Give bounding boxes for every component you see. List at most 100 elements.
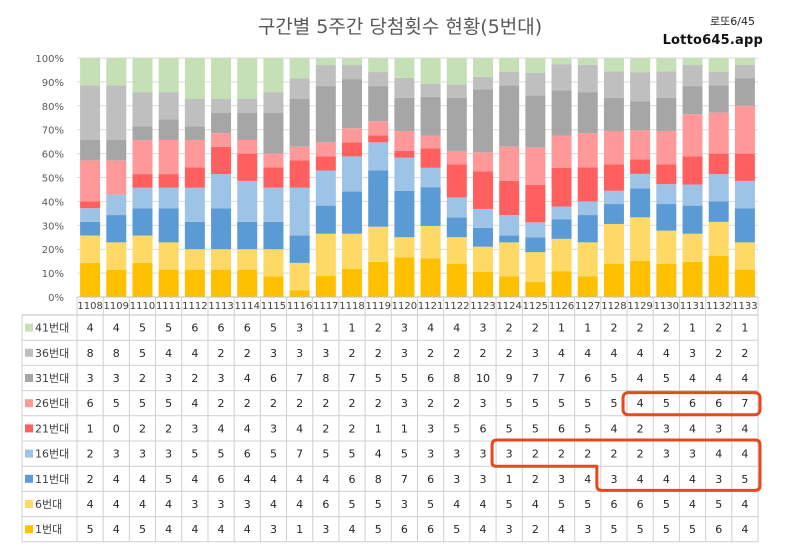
table-cell-value: 2 <box>453 397 460 410</box>
bar-segment <box>263 92 284 113</box>
bar-segment <box>708 153 729 175</box>
table-cell-value: 6 <box>427 523 434 536</box>
x-tick-label: 1118 <box>339 301 364 312</box>
bar-segment <box>394 190 415 238</box>
table-cell-value: 8 <box>453 372 460 385</box>
bar-segment <box>734 58 755 65</box>
bar-segment <box>289 187 310 236</box>
bar-segment <box>630 260 651 297</box>
bar-segment <box>237 221 258 250</box>
bar-segment <box>656 230 677 264</box>
table-cell-value: 4 <box>558 347 565 360</box>
table-cell-value: 6 <box>218 322 225 335</box>
table-cell-value: 4 <box>610 422 617 435</box>
bar-segment <box>263 167 284 188</box>
table-cell-value: 6 <box>322 498 329 511</box>
table-cell-value: 4 <box>296 422 303 435</box>
table-cell-value: 4 <box>87 322 94 335</box>
bar-segment <box>158 187 179 209</box>
bar-segment <box>132 139 153 175</box>
table-cell-value: 4 <box>165 498 172 511</box>
table-cell-value: 3 <box>165 448 172 461</box>
table-cell-value: 4 <box>113 473 120 486</box>
bar-segment <box>499 71 520 86</box>
bar-segment <box>106 58 127 86</box>
bar-segment <box>368 72 389 87</box>
table-cell-value: 6 <box>584 372 591 385</box>
table-cell-value: 4 <box>741 523 748 536</box>
bar-segment <box>630 101 651 131</box>
bar-segment <box>708 112 729 154</box>
bar-segment <box>499 235 520 243</box>
y-tick-label: 60% <box>42 150 64 161</box>
bar-segment <box>656 131 677 165</box>
bar-segment <box>603 204 624 224</box>
table-cell-value: 4 <box>584 473 591 486</box>
bar-segment <box>80 262 101 297</box>
table-cell-value: 3 <box>244 498 251 511</box>
bar-segment <box>368 170 389 227</box>
x-tick-label: 1111 <box>156 301 181 312</box>
bar-segment <box>734 105 755 154</box>
table-cell-value: 6 <box>244 448 251 461</box>
table-cell-value: 4 <box>715 448 722 461</box>
bar-segment <box>158 174 179 188</box>
table-cell-value: 5 <box>506 397 513 410</box>
bar-segment <box>603 58 624 72</box>
bar-segment <box>446 84 467 98</box>
table-cell-value: 4 <box>427 322 434 335</box>
bar-segment <box>420 148 441 168</box>
table-cell-value: 5 <box>349 498 356 511</box>
bar-segment <box>420 58 441 84</box>
bar-segment <box>525 72 546 96</box>
table-cell-value: 5 <box>401 372 408 385</box>
table-cell-value: 3 <box>506 448 513 461</box>
table-cell-value: 5 <box>663 397 670 410</box>
bar-segment <box>734 180 755 209</box>
table-cell-value: 3 <box>663 448 670 461</box>
y-tick-label: 50% <box>42 174 64 185</box>
bar-segment <box>237 269 258 297</box>
bar-segment <box>472 76 493 90</box>
bar-segment <box>184 98 205 127</box>
bar-segment <box>342 79 363 129</box>
table-cell-value: 2 <box>349 422 356 435</box>
bar-segment <box>551 167 572 207</box>
table-cell-value: 7 <box>532 372 539 385</box>
table-cell-value: 4 <box>558 523 565 536</box>
table-cell-value: 5 <box>322 448 329 461</box>
table-cell-value: 2 <box>270 397 277 410</box>
bar-segment <box>551 58 572 65</box>
table-cell-value: 3 <box>532 347 539 360</box>
x-tick-label: 1131 <box>680 301 705 312</box>
table-cell-value: 5 <box>610 372 617 385</box>
table-cell-value: 5 <box>584 397 591 410</box>
table-cell-value: 3 <box>453 448 460 461</box>
bar-segment <box>734 242 755 270</box>
bar-segment <box>315 156 336 171</box>
y-tick-label: 0% <box>48 293 64 304</box>
bar-segment <box>211 208 232 250</box>
table-cell-value: 4 <box>191 347 198 360</box>
table-cell-value: 3 <box>113 372 120 385</box>
bar-segment <box>656 263 677 297</box>
bar-segment <box>263 187 284 222</box>
bar-segment <box>603 164 624 191</box>
table-cell-value: 5 <box>532 422 539 435</box>
bar-segment <box>472 227 493 247</box>
bar-segment <box>315 58 336 66</box>
table-cell-value: 0 <box>113 422 120 435</box>
bar-segment <box>630 173 651 189</box>
bar-segment <box>446 237 467 264</box>
table-cell-value: 6 <box>715 397 722 410</box>
bar-segment <box>106 160 127 195</box>
table-cell-value: 1 <box>689 322 696 335</box>
bar-segment <box>603 71 624 98</box>
bar-segment <box>630 130 651 160</box>
legend-swatch <box>25 525 33 534</box>
table-cell-value: 6 <box>191 322 198 335</box>
bar-segment <box>630 159 651 174</box>
bar-segment <box>577 58 598 65</box>
legend-label: 41번대 <box>35 322 69 335</box>
table-cell-value: 3 <box>270 523 277 536</box>
